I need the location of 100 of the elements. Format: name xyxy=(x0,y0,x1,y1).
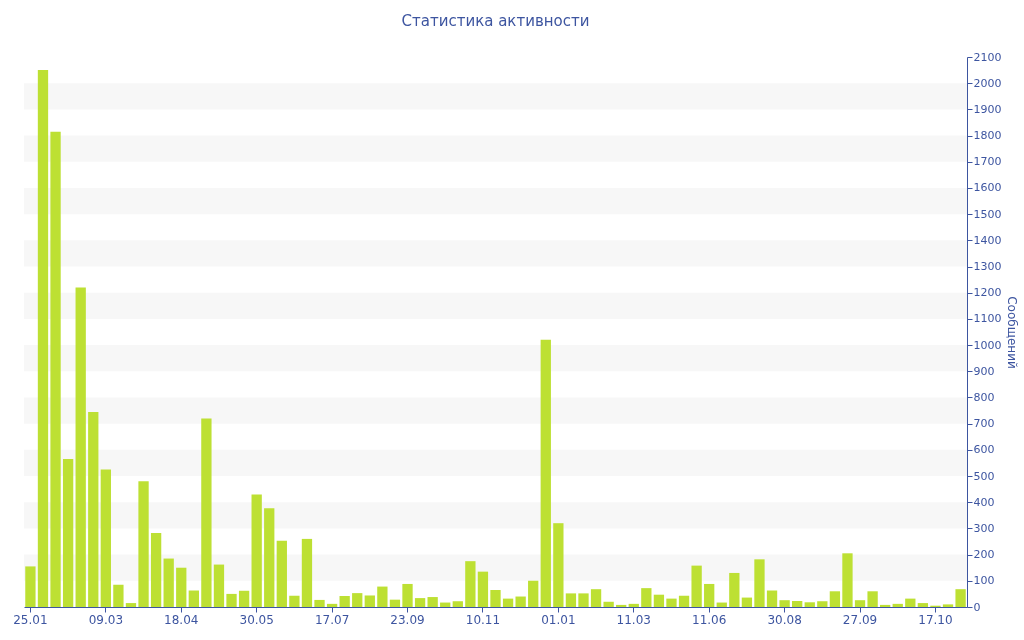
y-tick-label: 1900 xyxy=(973,102,1002,116)
bar xyxy=(62,459,74,607)
x-tick-label: 11.06 xyxy=(692,612,727,627)
y-tick-label: 1400 xyxy=(973,233,1002,247)
bar xyxy=(427,597,438,607)
bar xyxy=(854,600,866,607)
bar xyxy=(754,559,765,607)
bar xyxy=(905,598,916,607)
bar xyxy=(691,565,702,607)
bar xyxy=(515,596,526,607)
y-tick-label: 1100 xyxy=(973,312,1002,326)
x-tick-label: 10.11 xyxy=(465,612,501,627)
bar xyxy=(201,418,212,607)
bar xyxy=(314,599,325,607)
x-tick-label: 18.04 xyxy=(164,612,199,627)
bar xyxy=(276,540,287,607)
bar xyxy=(113,584,124,607)
bar xyxy=(452,601,463,607)
bar xyxy=(817,601,828,607)
bar xyxy=(37,70,49,607)
bar xyxy=(150,532,162,607)
y-tick-label: 2100 xyxy=(973,50,1002,64)
bar xyxy=(892,603,903,607)
bar xyxy=(402,583,413,607)
bar xyxy=(766,590,778,607)
bar xyxy=(540,339,551,607)
bar xyxy=(100,469,111,607)
bar xyxy=(955,589,966,607)
y-tick-label: 600 xyxy=(973,443,995,457)
x-tick-label: 30.08 xyxy=(767,612,802,627)
bar xyxy=(565,593,577,607)
bar xyxy=(590,589,602,607)
bar xyxy=(616,604,627,607)
bar xyxy=(741,597,753,607)
bar xyxy=(125,603,137,607)
bar xyxy=(326,603,338,607)
y-tick-label: 500 xyxy=(973,469,995,483)
bar xyxy=(25,566,36,607)
bar xyxy=(880,604,891,607)
x-tick-label: 11.03 xyxy=(616,612,651,627)
y-tick-label: 1300 xyxy=(973,260,1002,274)
bar xyxy=(842,553,853,607)
y-tick-label: 1000 xyxy=(973,338,1002,352)
bar xyxy=(653,594,665,607)
bar xyxy=(603,601,614,607)
y-tick-label: 300 xyxy=(973,521,995,535)
x-tick-label: 17.07 xyxy=(314,612,350,627)
bar xyxy=(917,603,929,607)
y-tick-label: 0 xyxy=(973,600,981,614)
bar xyxy=(490,589,501,607)
bar xyxy=(389,599,401,607)
bar xyxy=(553,523,564,607)
y-tick-label: 700 xyxy=(973,417,995,431)
bar xyxy=(729,572,740,607)
bar xyxy=(779,600,790,607)
y-tick-label: 2000 xyxy=(973,76,1002,90)
y-tick-label: 400 xyxy=(973,495,995,509)
bar xyxy=(163,558,174,607)
bar xyxy=(138,481,149,607)
x-tick-label: 27.09 xyxy=(842,612,878,627)
y-tick-label: 100 xyxy=(973,574,995,588)
bar xyxy=(176,567,187,607)
bar xyxy=(188,590,199,607)
bar xyxy=(628,603,639,607)
bar xyxy=(264,508,275,607)
bar xyxy=(829,591,841,607)
bar xyxy=(465,561,476,607)
bar xyxy=(213,564,225,607)
y-tick-label: 1600 xyxy=(973,181,1002,195)
bar xyxy=(867,591,878,607)
bar xyxy=(251,494,262,607)
y-tick-label: 1200 xyxy=(973,286,1002,300)
bar xyxy=(226,593,237,607)
x-tick-label: 25.01 xyxy=(13,612,48,627)
bar xyxy=(578,593,589,607)
x-tick-label: 23.09 xyxy=(390,612,425,627)
bar xyxy=(377,586,388,607)
bar xyxy=(352,593,363,607)
x-tick-label: 09.03 xyxy=(88,612,124,627)
bar xyxy=(641,588,652,607)
bar xyxy=(528,580,539,607)
y-tick-label: 1700 xyxy=(973,155,1002,169)
x-tick-label: 01.01 xyxy=(541,612,576,627)
bar xyxy=(477,571,489,607)
bar xyxy=(678,595,690,607)
bar xyxy=(364,595,375,607)
bar xyxy=(301,538,313,607)
bar xyxy=(502,598,514,607)
bar xyxy=(339,596,350,607)
bar xyxy=(75,287,86,607)
bar xyxy=(414,598,426,607)
bar xyxy=(704,583,715,607)
y-tick-label: 900 xyxy=(973,364,995,378)
y-tick-label: 800 xyxy=(973,390,995,404)
bar xyxy=(942,604,954,607)
bar xyxy=(50,131,61,607)
y-axis-title: Сообщений xyxy=(1005,296,1020,369)
bar xyxy=(88,411,99,607)
bar xyxy=(804,602,815,607)
chart-title: Статистика активности xyxy=(401,12,590,30)
